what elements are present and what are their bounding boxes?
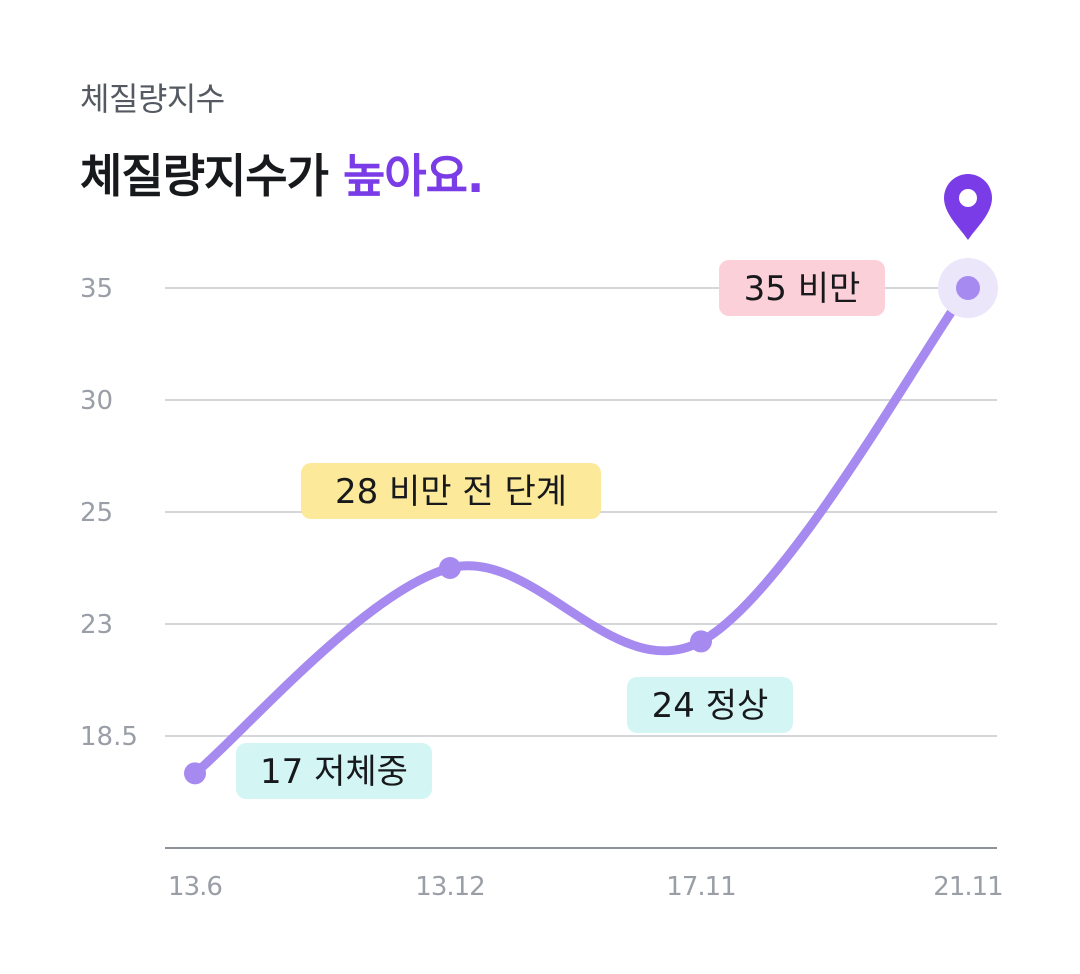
data-point [439, 557, 461, 579]
x-tick-label: 21.11 [933, 872, 1002, 902]
y-tick-label: 35 [80, 274, 113, 304]
y-tick-label: 25 [80, 498, 113, 528]
chart-headline: 체질량지수가 높아요. [80, 140, 484, 206]
data-point [690, 630, 712, 653]
annotation-pill [719, 260, 885, 316]
annotation-label: 28 비만 전 단계 [335, 472, 567, 512]
data-point [184, 762, 206, 785]
annotation-label: 35 비만 [744, 269, 861, 309]
map-pin-hole [959, 189, 977, 207]
y-tick-label: 18.5 [80, 722, 138, 752]
annotation-pill [236, 743, 432, 799]
data-point [956, 276, 980, 300]
y-tick-label: 23 [80, 610, 113, 640]
series-line [190, 283, 973, 778]
x-tick-label: 17.11 [666, 872, 735, 902]
y-tick-label: 30 [80, 386, 113, 416]
headline-accent: 높아요. [342, 149, 484, 203]
x-tick-label: 13.12 [415, 872, 484, 902]
annotation-pill [301, 463, 601, 519]
annotation-pill [627, 677, 793, 733]
x-tick-label: 13.6 [168, 872, 222, 902]
headline-main: 체질량지수가 [80, 149, 343, 203]
annotation-label: 24 정상 [652, 686, 769, 726]
annotation-label: 17 저체중 [260, 752, 408, 792]
chart-subtitle: 체질량지수 [80, 80, 225, 118]
